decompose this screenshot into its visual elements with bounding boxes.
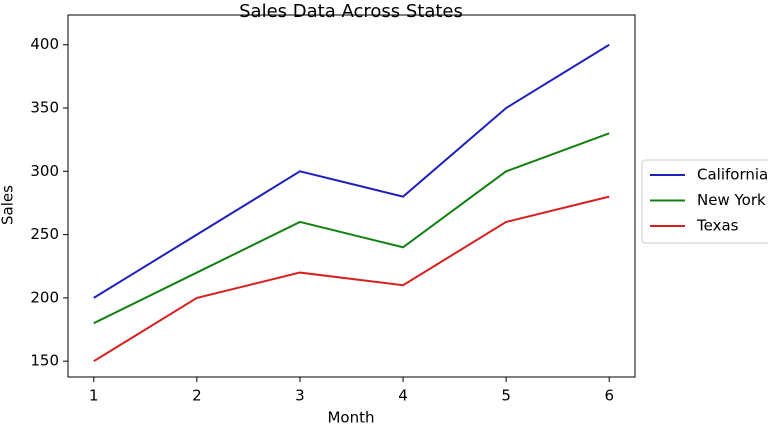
x-tick-label: 2 (192, 387, 202, 405)
y-axis-label: Sales (0, 185, 17, 225)
x-tick-label: 3 (295, 387, 305, 405)
x-tick-label: 5 (501, 387, 511, 405)
x-tick-label: 1 (89, 387, 99, 405)
y-tick-label: 150 (30, 352, 59, 370)
plot-frame (67, 14, 636, 378)
y-tick-label: 250 (30, 225, 59, 243)
series-line (93, 43, 610, 299)
legend-label: Texas (696, 217, 739, 235)
y-tick-label: 400 (30, 35, 59, 53)
y-tick-label: 200 (30, 288, 59, 306)
y-tick-label: 300 (30, 162, 59, 180)
legend-label: California (697, 166, 768, 184)
legend-label: New York (697, 191, 766, 209)
series-line (93, 132, 610, 325)
chart-title: Sales Data Across States (239, 1, 463, 22)
x-tick-label: 6 (604, 387, 614, 405)
y-tick-label: 350 (30, 99, 59, 117)
x-axis-label: Month (327, 409, 374, 425)
x-tick-label: 4 (398, 387, 408, 405)
legend-box (641, 159, 768, 244)
series-line (93, 195, 610, 363)
